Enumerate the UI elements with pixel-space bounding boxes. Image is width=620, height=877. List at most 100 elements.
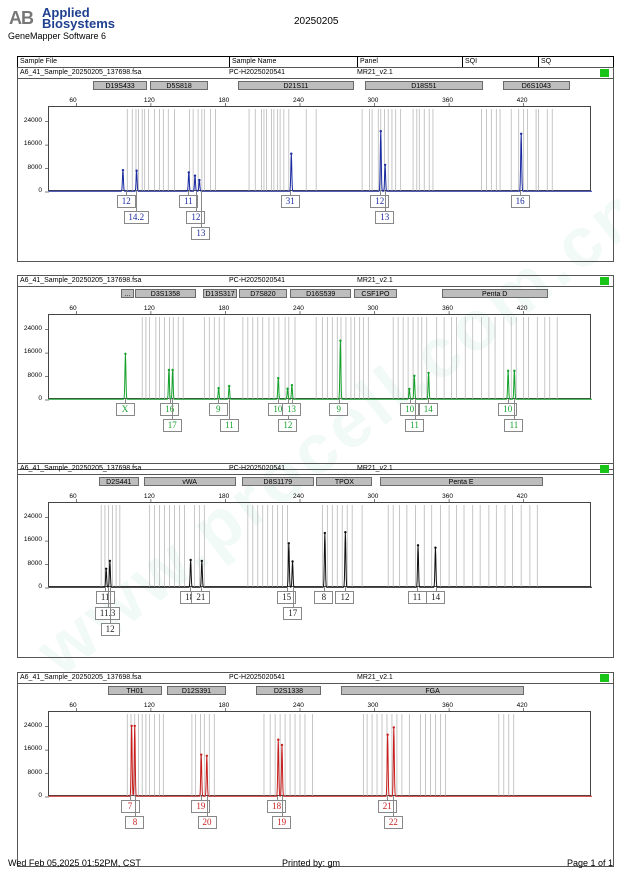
marker-bin[interactable]: D12S391 bbox=[167, 686, 226, 695]
allele-call-label[interactable]: 12 bbox=[116, 195, 136, 208]
sample-row[interactable]: A6_41_Sample_20250205_137698.fsa PC-H2025… bbox=[18, 276, 613, 287]
y-tick-label: 8000 bbox=[27, 559, 42, 567]
x-tick-label: 180 bbox=[218, 305, 230, 312]
peak-apex bbox=[193, 174, 197, 177]
allele-connector bbox=[189, 587, 191, 591]
allele-call-label[interactable]: 7 bbox=[120, 800, 140, 813]
allele-call-label[interactable]: 11 bbox=[219, 419, 239, 432]
brand-line1: Applied bbox=[42, 5, 90, 20]
software-name: GeneMapper Software 6 bbox=[8, 31, 107, 41]
peak-apex bbox=[286, 387, 289, 390]
allele-call-label[interactable]: 10 bbox=[498, 403, 518, 416]
peak-apex bbox=[277, 738, 280, 741]
allele-call-label[interactable]: 12 bbox=[278, 419, 298, 432]
y-tick-label: 24000 bbox=[23, 721, 42, 729]
marker-bin[interactable]: D19S433 bbox=[92, 81, 148, 90]
x-tick-label: 360 bbox=[442, 305, 453, 312]
allele-call-label[interactable]: 11 bbox=[405, 419, 425, 432]
marker-bin[interactable]: D16S539 bbox=[290, 289, 352, 298]
panel-1: A6_41_Sample_20250205_137698.fsa PC-H2025… bbox=[17, 67, 614, 262]
peak-apex bbox=[277, 376, 280, 380]
allele-call-label[interactable]: 21 bbox=[191, 591, 211, 604]
allele-call-label[interactable]: 16 bbox=[510, 195, 530, 208]
allele-call-label[interactable]: 11 bbox=[95, 591, 115, 604]
print-timestamp: Wed Feb 05,2025 01:52PM, CST bbox=[8, 858, 141, 868]
marker-bin[interactable]: D3S1358 bbox=[134, 289, 196, 298]
allele-call-label[interactable]: 9 bbox=[208, 403, 228, 416]
allele-connector bbox=[169, 399, 171, 403]
allele-call-label[interactable]: 15 bbox=[277, 591, 297, 604]
allele-call-label[interactable]: 13 bbox=[375, 211, 395, 224]
allele-call-label[interactable]: 13 bbox=[282, 403, 302, 416]
allele-call-label[interactable]: 12 bbox=[370, 195, 390, 208]
marker-bin[interactable]: D18S51 bbox=[364, 81, 483, 90]
allele-call-label[interactable]: 8 bbox=[314, 591, 334, 604]
y-tick-label: 24000 bbox=[23, 512, 42, 520]
allele-call-label[interactable]: 10 bbox=[400, 403, 420, 416]
plot-area[interactable] bbox=[45, 103, 592, 193]
marker-bin[interactable]: vWA bbox=[143, 477, 236, 486]
peak-apex bbox=[200, 753, 203, 756]
allele-call-label[interactable]: 17 bbox=[283, 607, 303, 620]
allele-call-label[interactable]: 12 bbox=[100, 623, 120, 636]
sample-file: A6_41_Sample_20250205_137698.fsa bbox=[20, 69, 142, 76]
sample-name: PC-H2025020541 bbox=[229, 674, 286, 681]
allele-call-label[interactable]: 12 bbox=[186, 211, 206, 224]
allele-connector bbox=[435, 587, 437, 591]
allele-call-label[interactable]: 21 bbox=[377, 800, 397, 813]
allele-call-label[interactable]: 11 bbox=[504, 419, 524, 432]
allele-connector bbox=[195, 191, 197, 211]
marker-bin[interactable]: D2S1338 bbox=[255, 686, 322, 695]
marker-bin[interactable]: D7S820 bbox=[239, 289, 287, 298]
allele-call-label[interactable]: 14 bbox=[426, 591, 446, 604]
allele-call-label[interactable]: 8 bbox=[125, 816, 145, 829]
sample-row[interactable]: A6_41_Sample_20250205_137698.fsa PC-H2025… bbox=[18, 68, 613, 79]
allele-call-label[interactable]: 20 bbox=[197, 816, 217, 829]
marker-bin[interactable]: D21S11 bbox=[238, 81, 354, 90]
allele-call-label[interactable]: 18 bbox=[267, 800, 287, 813]
x-tick-label: 420 bbox=[516, 702, 528, 709]
allele-call-label[interactable]: 11 bbox=[178, 195, 198, 208]
y-tick-label: 16000 bbox=[23, 140, 42, 148]
marker-bin[interactable]: D2S441 bbox=[98, 477, 139, 486]
x-tick-label: 420 bbox=[516, 305, 528, 312]
allele-call-label[interactable]: 13 bbox=[191, 227, 211, 240]
marker-bin[interactable]: D8S1179 bbox=[241, 477, 314, 486]
marker-bin[interactable]: ... bbox=[121, 289, 134, 298]
plot-area[interactable] bbox=[45, 499, 592, 589]
sq-status-indicator bbox=[600, 674, 609, 682]
marker-bin[interactable]: D5S818 bbox=[149, 81, 209, 90]
marker-bin[interactable]: FGA bbox=[341, 686, 524, 695]
allele-call-label[interactable]: 16 bbox=[160, 403, 180, 416]
allele-call-label[interactable]: 17 bbox=[162, 419, 182, 432]
marker-bin[interactable]: Penta E bbox=[379, 477, 543, 486]
marker-bin[interactable]: D13S317 bbox=[203, 289, 237, 298]
marker-bin[interactable]: Penta D bbox=[441, 289, 548, 298]
plot-area[interactable] bbox=[45, 311, 592, 401]
allele-connector bbox=[134, 796, 136, 816]
sample-row[interactable]: A6_41_Sample_20250205_137698.fsa PC-H2025… bbox=[18, 673, 613, 684]
allele-call-label[interactable]: 19 bbox=[191, 800, 211, 813]
sq-status-indicator bbox=[600, 277, 609, 285]
marker-bin[interactable]: CSF1PO bbox=[353, 289, 398, 298]
sample-row[interactable]: A6_41_Sample_20250205_137698.fsa PC-H2025… bbox=[18, 464, 613, 475]
marker-bin[interactable]: TPOX bbox=[316, 477, 373, 486]
marker-bin[interactable]: D6S1043 bbox=[502, 81, 570, 90]
peak-apex bbox=[198, 178, 201, 182]
allele-call-label[interactable]: 11.3 bbox=[95, 607, 121, 620]
peak-apex bbox=[408, 387, 411, 391]
marker-bin[interactable]: TH01 bbox=[107, 686, 163, 695]
allele-call-label[interactable]: 31 bbox=[280, 195, 300, 208]
allele-call-label[interactable]: 12 bbox=[335, 591, 355, 604]
plot-area[interactable] bbox=[45, 708, 592, 798]
allele-call-label[interactable]: X bbox=[115, 403, 135, 416]
allele-call-label[interactable]: 11 bbox=[407, 591, 427, 604]
allele-call-label[interactable]: 19 bbox=[272, 816, 292, 829]
allele-call-label[interactable]: 14 bbox=[418, 403, 438, 416]
peak-apex bbox=[344, 530, 347, 534]
allele-call-label[interactable]: 14.2 bbox=[123, 211, 149, 224]
allele-call-label[interactable]: 9 bbox=[329, 403, 349, 416]
x-tick-label: 360 bbox=[442, 493, 453, 500]
allele-call-label[interactable]: 22 bbox=[383, 816, 403, 829]
x-tick-label: 120 bbox=[143, 493, 155, 500]
